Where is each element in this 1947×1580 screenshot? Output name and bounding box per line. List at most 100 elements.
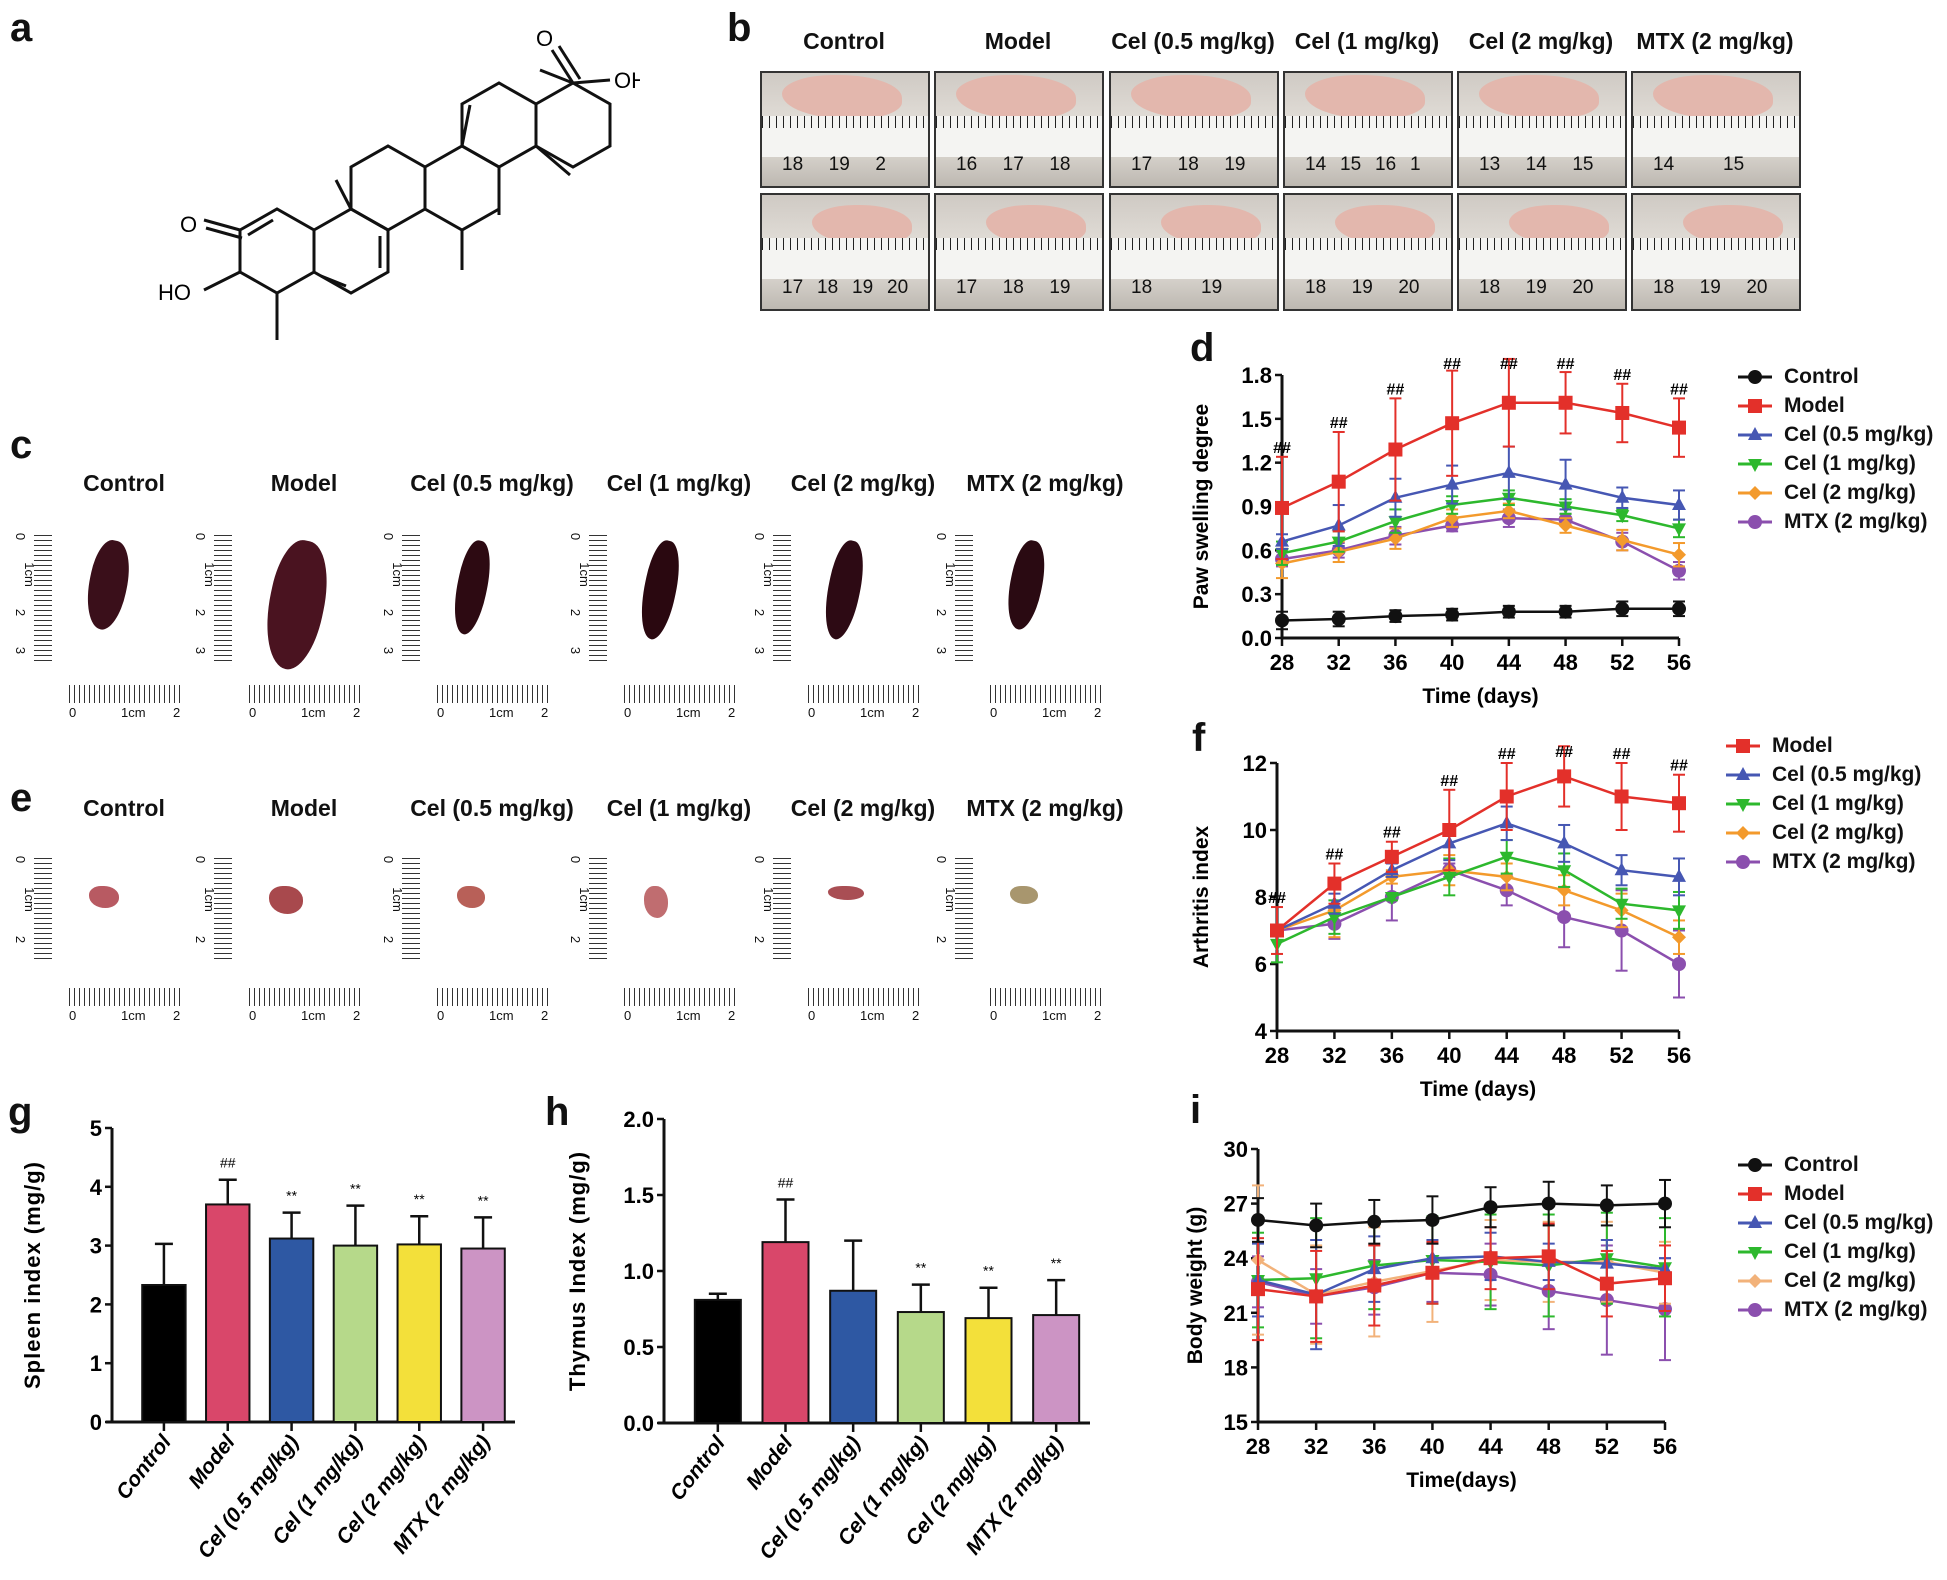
ruler-image — [762, 115, 928, 157]
vertical-ruler-label: 1cm — [21, 562, 37, 587]
significance-mark: ## — [1500, 356, 1518, 373]
horizontal-ruler-label: 0 — [249, 705, 257, 720]
paw-image — [956, 75, 1076, 119]
data-point — [1748, 1273, 1762, 1288]
y-tick-label: 10 — [1243, 818, 1267, 843]
data-point — [1388, 531, 1403, 546]
data-point — [1499, 789, 1514, 804]
data-point — [1541, 1249, 1556, 1264]
data-point — [1614, 862, 1629, 876]
y-tick-label: 0.6 — [1241, 538, 1272, 563]
legend-label: Cel (0.5 mg/kg) — [1784, 1210, 1934, 1234]
ruler-image — [1111, 115, 1277, 157]
legend-label: Cel (1 mg/kg) — [1772, 791, 1904, 815]
horizontal-ruler-label: 2 — [173, 705, 181, 720]
bar — [896, 1311, 945, 1424]
significance-mark: ** — [1051, 1255, 1062, 1271]
significance-mark: ## — [1613, 367, 1631, 384]
significance-mark: ** — [478, 1192, 489, 1208]
data-point — [1384, 849, 1399, 864]
horizontal-ruler — [437, 988, 552, 1006]
vertical-ruler-label: 0 — [193, 532, 209, 541]
legend-marker-icon — [1726, 798, 1760, 812]
ruler-number: 15 — [1340, 154, 1362, 176]
legend-marker-icon — [1738, 485, 1772, 500]
x-tick-label: 28 — [1265, 1043, 1289, 1068]
ruler-number: 18 — [1002, 277, 1024, 299]
data-point — [1251, 1282, 1265, 1297]
horizontal-ruler-label: 1cm — [676, 1008, 701, 1023]
legend-label: MTX (2 mg/kg) — [1784, 1297, 1928, 1321]
ruler-image — [1111, 238, 1277, 280]
horizontal-ruler-label: 1cm — [489, 1008, 514, 1023]
legend-label: Model — [1784, 1181, 1845, 1205]
ruler-number: 18 — [1653, 277, 1675, 299]
y-tick-label: 1.2 — [1241, 451, 1272, 476]
data-point — [1614, 898, 1629, 912]
significance-mark: ## — [1383, 825, 1401, 842]
significance-mark: ** — [915, 1260, 926, 1276]
series-line — [1257, 1255, 1666, 1298]
column-header-cel-0-5-mg-kg: Cel (0.5 mg/kg) — [410, 470, 574, 496]
data-point — [1442, 823, 1457, 837]
horizontal-ruler-label: 2 — [1094, 1008, 1102, 1023]
horizontal-ruler-label: 2 — [728, 705, 736, 720]
legend-marker-icon — [1726, 825, 1760, 840]
atom-label-oh: OH — [614, 68, 640, 93]
legend-item-cel-2-mg-kg: Cel (2 mg/kg) — [1738, 478, 1933, 507]
data-point — [1672, 547, 1686, 562]
vertical-ruler-label: 3 — [381, 646, 397, 655]
vertical-ruler-label: 0 — [752, 855, 768, 864]
y-tick-label: 0.3 — [1241, 582, 1272, 607]
ruler-number: 19 — [1201, 277, 1223, 299]
ruler-image — [936, 238, 1102, 280]
vertical-ruler-label: 3 — [934, 646, 950, 655]
ruler-number: 20 — [1572, 277, 1594, 299]
series-line — [1281, 607, 1679, 622]
series-line — [1257, 1202, 1666, 1227]
data-point — [1748, 514, 1762, 529]
vertical-ruler-label: 2 — [752, 608, 768, 617]
data-point — [1672, 523, 1686, 537]
y-tick-label: 1 — [90, 1351, 102, 1376]
horizontal-ruler-label: 2 — [353, 705, 361, 720]
data-point — [1483, 1251, 1498, 1266]
vertical-ruler-label: 1cm — [389, 562, 405, 587]
legend-marker-icon — [1738, 514, 1772, 529]
bar — [205, 1203, 251, 1423]
significance-mark: ** — [286, 1188, 297, 1204]
data-point — [1483, 1200, 1498, 1215]
organ-image — [457, 886, 485, 908]
horizontal-ruler-label: 2 — [173, 1008, 181, 1023]
horizontal-ruler-label: 1cm — [301, 705, 326, 720]
ruler-image — [1633, 115, 1799, 157]
ruler-number: 20 — [887, 277, 909, 299]
significance-mark: ## — [1387, 381, 1405, 398]
series-model — [1275, 357, 1686, 561]
horizontal-ruler — [69, 988, 184, 1006]
paw-photo: 14 15 — [1631, 71, 1801, 188]
horizontal-ruler-label: 0 — [249, 1008, 257, 1023]
body-weight-chart: 15 18 21 24 27 30 28 32 36 40 44 48 52 56 Time(days) Bo… — [1184, 1137, 1677, 1492]
data-point — [1615, 510, 1630, 524]
data-point — [1367, 1214, 1382, 1229]
legend-marker-icon — [1726, 854, 1760, 869]
bar — [829, 1289, 878, 1424]
legend-item-cel-0-5-mg-kg: Cel (0.5 mg/kg) — [1726, 760, 1921, 789]
celastrol-structure: O HO O OH — [158, 26, 640, 340]
y-tick-label: 15 — [1224, 1410, 1248, 1435]
horizontal-ruler-label: 2 — [912, 705, 920, 720]
paw-photo: 17 18 19 — [1109, 71, 1279, 188]
data-point — [1501, 503, 1516, 518]
horizontal-ruler — [990, 685, 1105, 703]
legend-marker-icon — [1738, 1273, 1772, 1288]
paw-photo: 16 17 18 — [934, 71, 1104, 188]
vertical-ruler — [34, 535, 52, 665]
x-tick-label: 40 — [1440, 650, 1464, 675]
y-tick-label: 4 — [1255, 1019, 1268, 1044]
horizontal-ruler-label: 1cm — [860, 1008, 885, 1023]
organ-image — [828, 886, 864, 900]
significance-mark: ** — [414, 1191, 425, 1207]
legend-item-control: Control — [1738, 1150, 1933, 1179]
bar-group-model: ## Model — [742, 1175, 810, 1494]
